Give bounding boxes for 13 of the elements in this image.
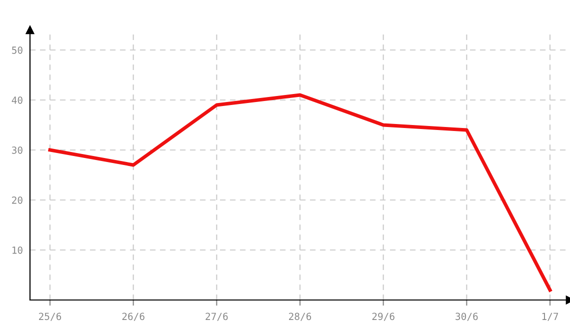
y-tick-label: 10	[12, 246, 22, 254]
x-tick-label: 27/6	[206, 312, 228, 321]
x-tick-label: 28/6	[289, 312, 312, 321]
y-tick-label: 20	[12, 196, 22, 204]
y-tick-label: 40	[12, 96, 22, 104]
y-tick-label: 30	[12, 146, 22, 154]
x-tick-label: 29/6	[372, 312, 394, 321]
x-tick-label: 30/6	[456, 312, 478, 321]
y-tick-label: 50	[12, 46, 22, 54]
x-tick-label: 26/6	[122, 312, 144, 321]
x-tick-label: 25/6	[39, 312, 62, 321]
x-tick-label: 1/7	[542, 312, 558, 321]
line-series	[48, 93, 552, 292]
